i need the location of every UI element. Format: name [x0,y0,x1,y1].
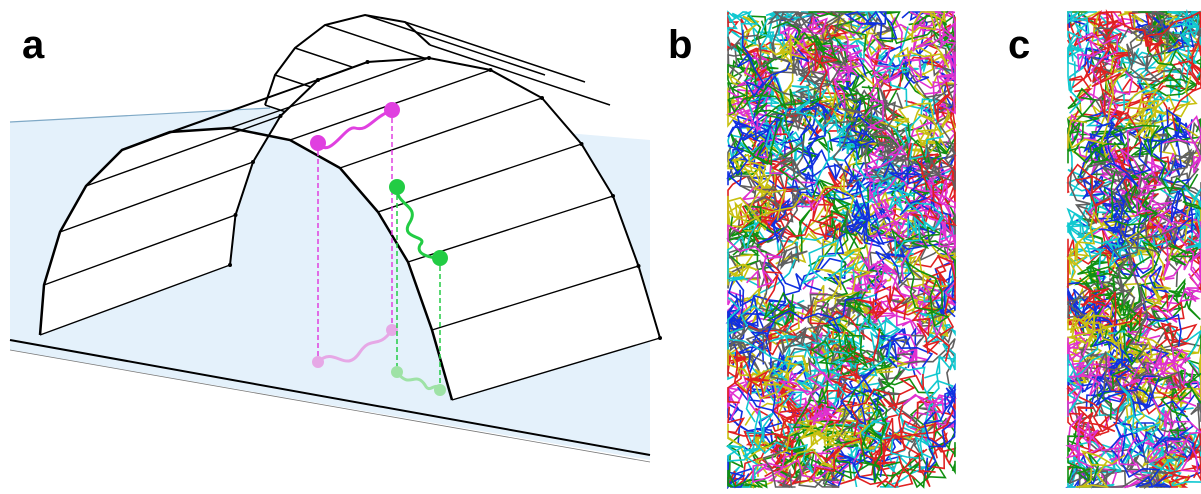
polymer-tangle-c [1068,12,1201,487]
vertex [580,142,584,146]
vertex [234,213,238,217]
bead [432,250,448,266]
vertex [637,264,641,268]
figure: a b c [0,0,1201,489]
panel-label: c [1008,23,1030,67]
vertex [611,194,615,198]
bead [389,179,405,195]
polymer-tangle-b [728,12,955,487]
bead [384,102,400,118]
bead-shadow [391,366,403,378]
panel-label: a [22,23,45,67]
vertex [279,114,283,118]
panel-a-diagram [10,15,662,462]
vertex [316,78,320,82]
vertex [540,96,544,100]
vertex [427,56,431,60]
bead [310,135,326,151]
bead-shadow [312,356,324,368]
vertex [489,68,493,72]
bead-shadow [434,384,446,396]
vertex [366,60,370,64]
vertex [251,160,255,164]
vertex [658,336,662,340]
panel-label: b [668,23,692,67]
bead-shadow [386,324,398,336]
vertex [228,263,232,267]
